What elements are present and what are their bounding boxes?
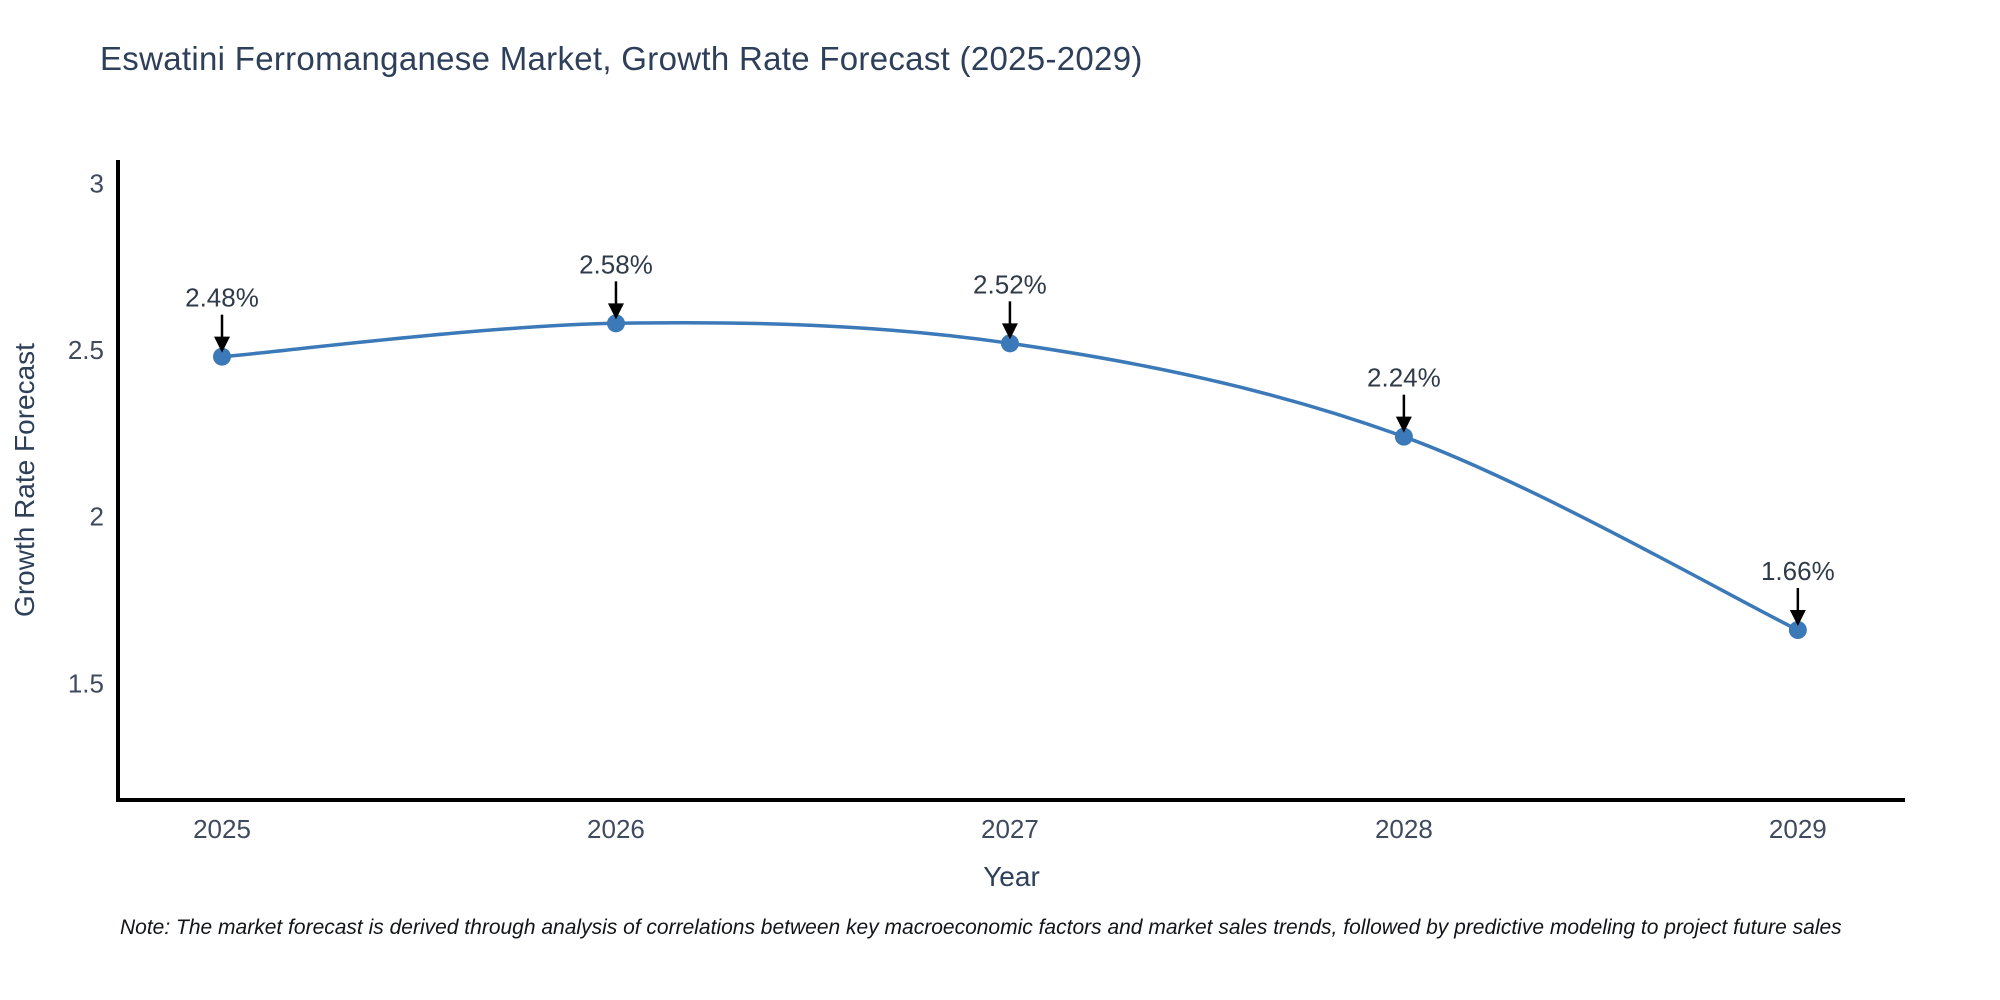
x-tick-label-2029: 2029 (1769, 814, 1827, 844)
annotation-arrowhead-2025 (214, 336, 231, 353)
x-tick-label-2026: 2026 (587, 814, 645, 844)
chart-title: Eswatini Ferromanganese Market, Growth R… (100, 40, 1143, 77)
data-point-2029 (1788, 621, 1807, 639)
y-tick-label-3: 3 (90, 168, 104, 198)
x-tick-label-2027: 2027 (981, 814, 1039, 844)
annotation-label-2027: 2.52% (973, 269, 1047, 299)
annotation-label-2026: 2.58% (579, 249, 653, 279)
annotation-arrowhead-2029 (1789, 610, 1806, 626)
y-axis-title: Growth Rate Forecast (9, 343, 40, 617)
annotation-arrowhead-2026 (607, 303, 624, 320)
forecast-line (220, 320, 1800, 632)
y-tick-label-1.5: 1.5 (68, 668, 104, 698)
annotation-label-2028: 2.24% (1367, 363, 1441, 393)
annotation-label-2025: 2.48% (185, 283, 259, 313)
data-point-2028 (1394, 427, 1413, 446)
annotation-label-2029: 1.66% (1761, 556, 1835, 586)
y-tick-label-2.5: 2.5 (68, 335, 104, 365)
x-axis-title: Year (983, 861, 1040, 892)
y-tick-label-2: 2 (90, 502, 104, 532)
data-point-2026 (606, 314, 625, 333)
annotation-arrowhead-2027 (1001, 323, 1018, 340)
data-point-2025 (213, 347, 232, 366)
footnote: Note: The market forecast is derived thr… (120, 916, 1842, 939)
x-tick-label-2028: 2028 (1375, 814, 1433, 844)
data-point-2027 (1000, 334, 1019, 353)
annotation-arrowhead-2028 (1395, 416, 1412, 433)
x-tick-label-2025: 2025 (193, 814, 251, 844)
